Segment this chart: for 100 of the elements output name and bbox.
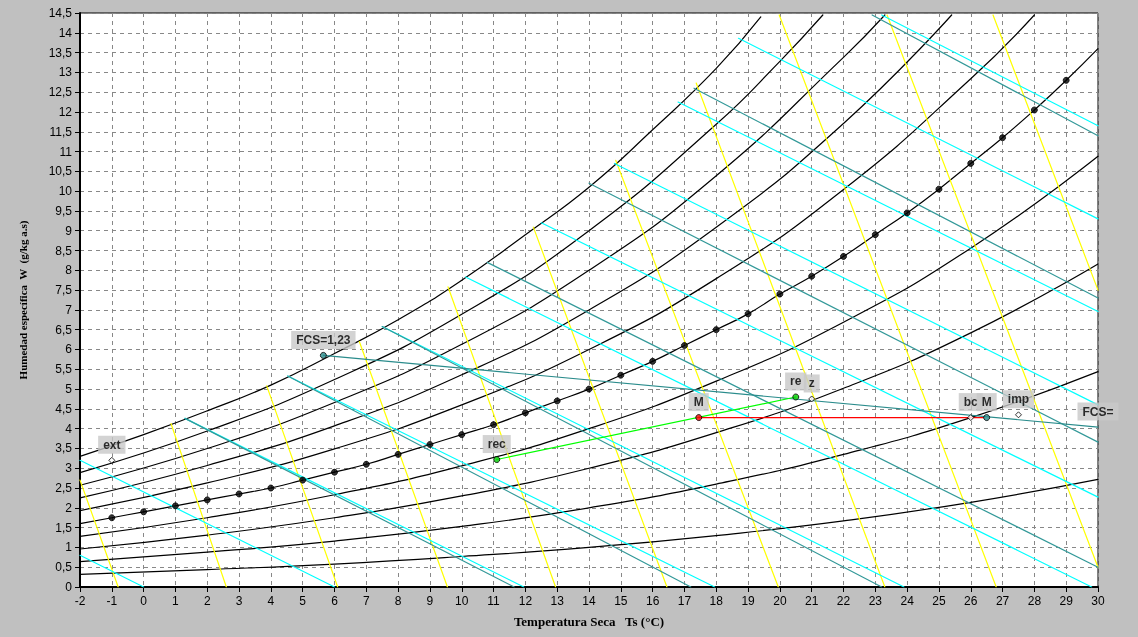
x-tick-label: -2: [74, 594, 86, 608]
y-tick-label: 5,5: [55, 362, 73, 377]
annotation: bc: [963, 395, 979, 410]
point: [967, 159, 975, 167]
x-tick-label: 10: [455, 594, 469, 608]
y-tick-label: 0: [65, 580, 73, 594]
point: [553, 397, 561, 405]
y-tick-label: 14: [58, 25, 73, 40]
x-tick-label: 26: [964, 594, 978, 608]
x-tick-label: 23: [868, 594, 883, 608]
annotation: rec: [487, 437, 507, 452]
y-tick-label: 9,5: [55, 203, 73, 218]
point: [967, 414, 975, 422]
y-tick-label: 10,5: [48, 164, 73, 179]
x-tick-label: 28: [1027, 594, 1042, 608]
y-tick-label: 13,5: [48, 45, 73, 60]
x-tick-label: 22: [836, 594, 851, 608]
point: [792, 393, 800, 401]
x-axis-title: Temperatura Seca Ts (°C): [513, 614, 665, 629]
y-tick-label: 4: [65, 421, 73, 436]
point: [649, 357, 657, 365]
point: [426, 440, 434, 448]
x-tick-label: 7: [362, 594, 370, 608]
x-tick-label: 0: [140, 594, 148, 608]
y-tick-label: 3: [65, 461, 73, 476]
x-tick-label: 5: [299, 594, 307, 608]
annotation: ext: [103, 437, 121, 452]
y-tick-label: 13: [58, 65, 73, 80]
point: [319, 351, 327, 359]
point: [1014, 411, 1022, 419]
y-tick-label: 8: [65, 263, 73, 278]
point: [203, 496, 211, 504]
x-tick-label: 19: [741, 594, 756, 608]
annotation: M: [981, 395, 992, 410]
x-tick-label: 13: [550, 594, 565, 608]
point: [108, 514, 116, 522]
y-tick-label: 2,5: [55, 481, 73, 496]
annotation: imp: [1007, 392, 1030, 407]
y-tick-label: 7,5: [55, 283, 73, 298]
x-tick-label: 30: [1091, 594, 1105, 608]
x-tick-label: 11: [487, 594, 501, 608]
point: [680, 342, 688, 350]
point: [776, 290, 784, 298]
point: [458, 431, 466, 439]
point: [999, 134, 1007, 142]
point: [362, 460, 370, 468]
y-tick-label: 1,5: [55, 520, 73, 535]
x-tick-label: 6: [331, 594, 339, 608]
point: [585, 385, 593, 393]
x-tick-label: 16: [645, 594, 660, 608]
point: [903, 209, 911, 217]
y-tick-label: 3,5: [55, 441, 73, 456]
x-tick-label: -1: [106, 594, 118, 608]
x-tick-label: 29: [1059, 594, 1074, 608]
point: [493, 456, 501, 464]
y-tick-label: 0,5: [55, 560, 73, 575]
point: [712, 326, 720, 334]
annotation: FCS=1,23: [296, 332, 351, 347]
x-tick-label: 25: [932, 594, 946, 608]
annotation: M: [693, 395, 704, 410]
point: [394, 450, 402, 458]
point: [331, 468, 338, 476]
annotation: FCS=: [1082, 404, 1114, 419]
point: [983, 414, 991, 422]
x-tick-label: 24: [900, 594, 915, 608]
y-tick-label: 7: [65, 302, 73, 317]
x-tick-label: 18: [709, 594, 724, 608]
y-tick-label: 10: [58, 184, 73, 199]
x-tick-label: 3: [235, 594, 243, 608]
point: [140, 508, 148, 516]
point: [171, 502, 179, 510]
point: [808, 272, 816, 280]
x-tick-label: 4: [267, 594, 275, 608]
x-tick-label: 27: [995, 594, 1010, 608]
x-tick-label: 9: [426, 594, 434, 608]
x-tick-label: 2: [203, 594, 211, 608]
y-tick-label: 9: [65, 223, 73, 238]
point: [808, 395, 816, 403]
y-tick-label: 4,5: [55, 401, 73, 416]
point: [744, 310, 752, 318]
point: [840, 252, 847, 260]
y-tick-label: 6: [65, 342, 73, 357]
annotation: re: [790, 374, 802, 389]
annotation: z: [808, 376, 815, 391]
point: [490, 421, 498, 429]
y-tick-label: 11,5: [49, 124, 73, 139]
y-tick-label: 11: [59, 144, 73, 159]
point: [871, 231, 879, 239]
point: [935, 185, 943, 193]
y-tick-label: 8,5: [55, 243, 73, 258]
x-tick-label: 8: [394, 594, 402, 608]
point: [299, 476, 307, 484]
point: [108, 456, 116, 464]
y-tick-label: 12: [58, 104, 73, 119]
point: [235, 490, 243, 498]
y-axis-title: Humedad específica W (g/kg a.s): [16, 220, 30, 380]
x-tick-label: 1: [172, 594, 180, 608]
y-tick-label: 5: [65, 382, 73, 397]
point: [521, 409, 529, 417]
point: [695, 414, 703, 422]
